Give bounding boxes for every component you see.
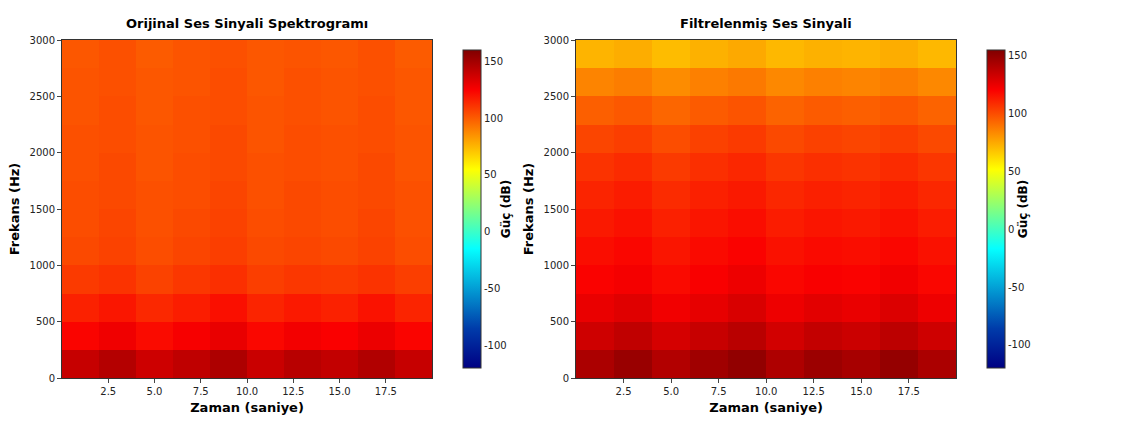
svg-text:Güç (dB): Güç (dB)	[499, 180, 513, 238]
svg-text:0: 0	[484, 226, 490, 237]
svg-text:Frekans (Hz): Frekans (Hz)	[521, 163, 536, 256]
svg-text:-50: -50	[1008, 282, 1024, 293]
svg-text:0: 0	[1008, 224, 1014, 235]
svg-text:Zaman (saniye): Zaman (saniye)	[190, 400, 304, 415]
svg-text:10.0: 10.0	[755, 386, 777, 397]
svg-text:3000: 3000	[30, 35, 55, 46]
svg-text:0: 0	[49, 373, 55, 384]
svg-text:Filtrelenmiş Ses Sinyali: Filtrelenmiş Ses Sinyali	[680, 16, 852, 31]
svg-text:17.5: 17.5	[898, 386, 920, 397]
svg-text:500: 500	[550, 316, 569, 327]
svg-text:2.5: 2.5	[616, 386, 632, 397]
svg-text:2500: 2500	[30, 91, 55, 102]
svg-text:-50: -50	[484, 283, 500, 294]
svg-text:5.0: 5.0	[663, 386, 679, 397]
svg-text:500: 500	[36, 316, 55, 327]
svg-text:150: 150	[1008, 50, 1027, 61]
svg-text:100: 100	[1008, 108, 1027, 119]
svg-text:5.0: 5.0	[147, 386, 163, 397]
svg-text:-100: -100	[484, 340, 507, 351]
svg-text:15.0: 15.0	[850, 386, 872, 397]
svg-text:3000: 3000	[544, 35, 569, 46]
svg-text:Zaman (saniye): Zaman (saniye)	[709, 400, 823, 415]
svg-text:2000: 2000	[30, 147, 55, 158]
svg-text:1500: 1500	[544, 204, 569, 215]
svg-text:Frekans (Hz): Frekans (Hz)	[7, 163, 22, 256]
svg-text:50: 50	[1008, 166, 1021, 177]
svg-text:1000: 1000	[30, 260, 55, 271]
svg-text:Orijinal Ses Sinyali Spektrogr: Orijinal Ses Sinyali Spektrogramı	[126, 16, 368, 31]
svg-text:15.0: 15.0	[328, 386, 350, 397]
svg-text:100: 100	[484, 113, 503, 124]
svg-text:2.5: 2.5	[100, 386, 116, 397]
svg-text:10.0: 10.0	[236, 386, 258, 397]
svg-text:1000: 1000	[544, 260, 569, 271]
svg-text:Güç (dB): Güç (dB)	[1016, 180, 1030, 238]
svg-text:2000: 2000	[544, 147, 569, 158]
svg-text:2500: 2500	[544, 91, 569, 102]
svg-text:17.5: 17.5	[375, 386, 397, 397]
svg-text:7.5: 7.5	[193, 386, 209, 397]
svg-text:1500: 1500	[30, 204, 55, 215]
svg-text:-100: -100	[1008, 339, 1031, 350]
svg-text:0: 0	[563, 373, 569, 384]
svg-text:12.5: 12.5	[282, 386, 304, 397]
svg-text:7.5: 7.5	[711, 386, 727, 397]
svg-text:150: 150	[484, 56, 503, 67]
svg-text:12.5: 12.5	[803, 386, 825, 397]
svg-text:50: 50	[484, 169, 497, 180]
